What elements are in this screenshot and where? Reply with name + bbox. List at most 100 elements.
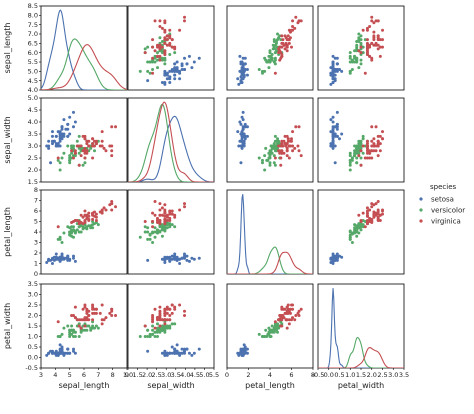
scatter-point-virginica: [168, 36, 172, 40]
scatter-point-virginica: [160, 45, 164, 49]
scatter-point-versicolor: [355, 144, 359, 148]
scatter-point-versicolor: [268, 163, 272, 167]
scatter-point-setosa: [71, 254, 75, 258]
scatter-point-versicolor: [273, 146, 277, 150]
scatter-point-virginica: [100, 139, 104, 143]
scatter-point-virginica: [285, 309, 289, 313]
y-tick-label: 4.0: [28, 86, 38, 94]
scatter-point-virginica: [75, 318, 79, 322]
scatter-point-setosa: [168, 81, 172, 85]
scatter-point-setosa: [163, 349, 167, 353]
scatter-point-virginica: [372, 142, 376, 146]
scatter-point-virginica: [87, 211, 91, 215]
scatter-point-virginica: [155, 218, 159, 222]
panel-petal_length-vs-sepal_length: 0 1 2 3 4 5 6 7 8 petal_length: [3, 186, 128, 278]
scatter-point-setosa: [236, 351, 240, 355]
scatter-point-virginica: [91, 318, 95, 322]
scatter-point-setosa: [62, 353, 66, 357]
scatter-point-versicolor: [96, 223, 100, 227]
scatter-point-versicolor: [273, 134, 277, 138]
scatter-point-virginica: [368, 45, 372, 49]
scatter-point-versicolor: [269, 56, 273, 60]
scatter-point-setosa: [239, 132, 243, 136]
scatter-point-virginica: [372, 21, 376, 25]
scatter-point-virginica: [94, 218, 98, 222]
scatter-point-setosa: [163, 257, 167, 261]
scatter-point-virginica: [83, 156, 87, 160]
scatter-point-setosa: [175, 349, 179, 353]
scatter-point-versicolor: [357, 39, 361, 43]
scatter-point-versicolor: [79, 230, 83, 234]
scatter-point-virginica: [273, 320, 277, 324]
scatter-point-versicolor: [348, 229, 352, 233]
scatter-point-versicolor: [153, 230, 157, 234]
scatter-point-setosa: [239, 60, 243, 64]
scatter-point-versicolor: [153, 235, 157, 239]
scatter-point-virginica: [85, 139, 89, 143]
scatter-point-virginica: [357, 49, 361, 53]
scatter-point-setosa: [331, 134, 335, 138]
scatter-point-versicolor: [361, 137, 365, 141]
scatter-point-virginica: [376, 217, 380, 221]
scatter-point-virginica: [102, 206, 106, 210]
scatter-point-virginica: [91, 217, 95, 221]
scatter-point-virginica: [287, 41, 291, 45]
scatter-point-setosa: [183, 255, 187, 259]
scatter-point-versicolor: [91, 220, 95, 223]
scatter-point-versicolor: [62, 151, 66, 155]
scatter-point-setosa: [68, 258, 72, 262]
scatter-point-setosa: [175, 351, 179, 355]
scatter-point-setosa: [165, 77, 169, 81]
scatter-point-versicolor: [70, 151, 74, 155]
scatter-point-versicolor: [143, 335, 147, 338]
scatter-point-setosa: [340, 255, 344, 259]
scatter-point-versicolor: [276, 32, 280, 36]
scatter-point-setosa: [237, 144, 241, 148]
scatter-point-virginica: [280, 142, 284, 146]
scatter-point-versicolor: [271, 146, 275, 150]
scatter-point-versicolor: [350, 156, 354, 160]
scatter-point-versicolor: [355, 227, 359, 231]
scatter-point-versicolor: [71, 328, 75, 332]
scatter-point-virginica: [285, 49, 289, 53]
scatter-point-versicolor: [260, 161, 264, 165]
scatter-point-setosa: [168, 77, 172, 81]
scatter-point-versicolor: [153, 226, 157, 230]
scatter-point-versicolor: [60, 241, 64, 244]
scatter-point-virginica: [365, 53, 369, 57]
scatter-point-setosa: [163, 81, 167, 85]
scatter-point-setosa: [56, 353, 60, 357]
x-tick-label: 4.5: [190, 371, 200, 379]
scatter-point-versicolor: [68, 226, 72, 230]
x-tick-label: 3.5: [399, 371, 409, 379]
scatter-point-virginica: [283, 142, 287, 146]
scatter-point-versicolor: [353, 56, 357, 60]
scatter-point-virginica: [363, 225, 367, 229]
scatter-point-setosa: [331, 127, 335, 131]
scatter-point-setosa: [62, 132, 66, 136]
scatter-point-versicolor: [276, 330, 280, 334]
scatter-point-setosa: [68, 115, 72, 119]
scatter-point-virginica: [98, 311, 102, 315]
y-tick-label: 1: [34, 260, 38, 268]
scatter-point-versicolor: [168, 225, 172, 229]
scatter-point-setosa: [187, 54, 191, 58]
scatter-point-setosa: [238, 54, 242, 58]
scatter-point-versicolor: [58, 235, 62, 239]
scatter-point-setosa: [236, 77, 240, 81]
scatter-point-virginica: [165, 34, 169, 38]
y-tick-label: 7.5: [28, 21, 38, 29]
scatter-point-versicolor: [155, 51, 159, 55]
x-tick-label: 4: [268, 371, 272, 379]
y-tick-label: 2.5: [28, 154, 38, 162]
scatter-point-virginica: [110, 314, 114, 317]
scatter-point-versicolor: [348, 158, 352, 162]
scatter-point-virginica: [71, 156, 75, 160]
scatter-point-virginica: [163, 203, 167, 207]
scatter-point-setosa: [170, 345, 174, 349]
scatter-point-virginica: [285, 311, 289, 315]
scatter-point-setosa: [54, 144, 58, 148]
panel-frame: [226, 189, 314, 275]
scatter-point-versicolor: [163, 224, 167, 228]
scatter-point-versicolor: [160, 326, 164, 330]
